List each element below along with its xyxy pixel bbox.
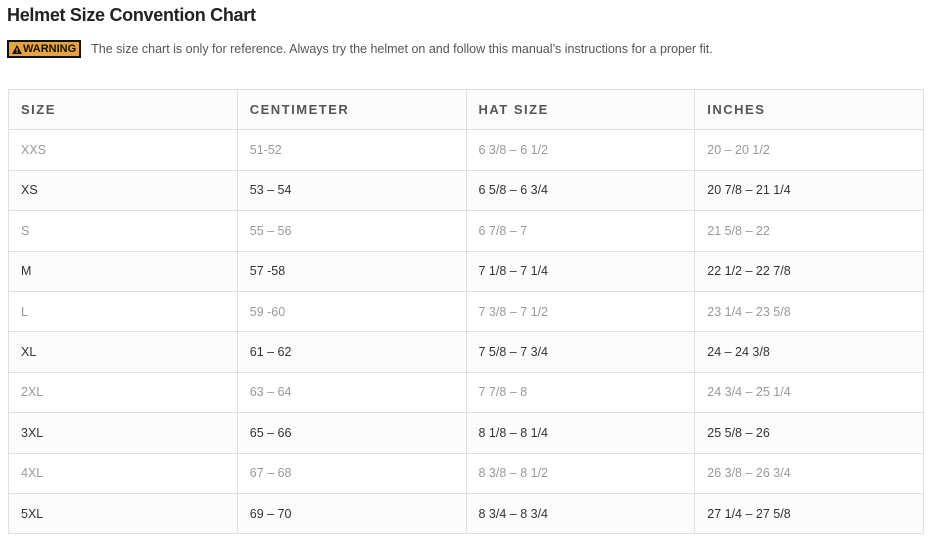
table-cell: S bbox=[8, 210, 238, 252]
table-cell: 26 3/8 – 26 3/4 bbox=[694, 452, 924, 494]
table-header-row: SIZE CENTIMETER HAT SIZE INCHES bbox=[8, 88, 924, 131]
table-cell: 7 1/8 – 7 1/4 bbox=[465, 250, 696, 292]
table-row: XXS 51-52 6 3/8 – 6 1/2 20 – 20 1/2 bbox=[8, 129, 924, 171]
table-cell: 4XL bbox=[8, 452, 238, 494]
table-cell: 63 – 64 bbox=[236, 371, 467, 414]
table-cell: 6 5/8 – 6 3/4 bbox=[465, 169, 696, 212]
table-row: XS 53 – 54 6 5/8 – 6 3/4 20 7/8 – 21 1/4 bbox=[8, 169, 924, 212]
size-table: SIZE CENTIMETER HAT SIZE INCHES XXS 51-52 6 3… bbox=[8, 88, 924, 535]
table-cell: 65 – 66 bbox=[236, 412, 467, 454]
table-cell: 53 – 54 bbox=[236, 169, 467, 212]
table-cell: XXS bbox=[8, 129, 238, 171]
table-cell: 21 5/8 – 22 bbox=[694, 210, 924, 252]
table-cell: 8 3/4 – 8 3/4 bbox=[465, 492, 696, 535]
table-row: L 59 -60 7 3/8 – 7 1/2 23 1/4 – 23 5/8 bbox=[8, 290, 924, 333]
table-cell: 27 1/4 – 27 5/8 bbox=[694, 492, 924, 535]
table-cell: 2XL bbox=[8, 371, 238, 414]
warning-notice: WARNING The size chart is only for refer… bbox=[7, 40, 713, 58]
page-title: Helmet Size Convention Chart bbox=[7, 5, 256, 25]
table-cell: L bbox=[8, 290, 238, 333]
table-cell: 51-52 bbox=[236, 129, 467, 171]
warning-text: The size chart is only for reference. Al… bbox=[91, 42, 713, 56]
table-cell: 7 7/8 – 8 bbox=[465, 371, 696, 414]
table-cell: 24 – 24 3/8 bbox=[694, 331, 924, 373]
table-cell: 3XL bbox=[8, 412, 238, 454]
table-cell: 23 1/4 – 23 5/8 bbox=[694, 290, 924, 333]
table-row: 5XL 69 – 70 8 3/4 – 8 3/4 27 1/4 – 27 5/8 bbox=[8, 492, 924, 535]
warning-triangle-icon bbox=[12, 44, 22, 54]
table-row: 4XL 67 – 68 8 3/8 – 8 1/2 26 3/8 – 26 3/4 bbox=[8, 452, 924, 494]
table-row: S 55 – 56 6 7/8 – 7 21 5/8 – 22 bbox=[8, 210, 924, 252]
column-header: SIZE bbox=[8, 88, 238, 131]
column-header: CENTIMETER bbox=[236, 88, 467, 131]
warning-badge: WARNING bbox=[7, 40, 82, 58]
table-cell: 59 -60 bbox=[236, 290, 467, 333]
table-cell: 61 – 62 bbox=[236, 331, 467, 373]
column-header: HAT SIZE bbox=[465, 88, 696, 131]
table-row: 3XL 65 – 66 8 1/8 – 8 1/4 25 5/8 – 26 bbox=[8, 412, 924, 454]
table-cell: 22 1/2 – 22 7/8 bbox=[694, 250, 924, 292]
table-cell: 25 5/8 – 26 bbox=[694, 412, 924, 454]
table-cell: 57 -58 bbox=[236, 250, 467, 292]
table-cell: 7 3/8 – 7 1/2 bbox=[465, 290, 696, 333]
table-cell: 7 5/8 – 7 3/4 bbox=[465, 331, 696, 373]
table-row: XL 61 – 62 7 5/8 – 7 3/4 24 – 24 3/8 bbox=[8, 331, 924, 373]
column-header: INCHES bbox=[694, 88, 924, 131]
table-cell: 8 3/8 – 8 1/2 bbox=[465, 452, 696, 494]
table-cell: 6 3/8 – 6 1/2 bbox=[465, 129, 696, 171]
table-cell: 69 – 70 bbox=[236, 492, 467, 535]
table-cell: 20 7/8 – 21 1/4 bbox=[694, 169, 924, 212]
table-cell: 20 – 20 1/2 bbox=[694, 129, 924, 171]
table-cell: 6 7/8 – 7 bbox=[465, 210, 696, 252]
table-cell: 8 1/8 – 8 1/4 bbox=[465, 412, 696, 454]
table-cell: 24 3/4 – 25 1/4 bbox=[694, 371, 924, 414]
table-row: 2XL 63 – 64 7 7/8 – 8 24 3/4 – 25 1/4 bbox=[8, 371, 924, 414]
table-cell: 67 – 68 bbox=[236, 452, 467, 494]
table-cell: 55 – 56 bbox=[236, 210, 467, 252]
table-cell: M bbox=[8, 250, 238, 292]
table-cell: XS bbox=[8, 169, 238, 212]
table-row: M 57 -58 7 1/8 – 7 1/4 22 1/2 – 22 7/8 bbox=[8, 250, 924, 292]
table-cell: XL bbox=[8, 331, 238, 373]
warning-badge-label: WARNING bbox=[23, 43, 77, 55]
table-cell: 5XL bbox=[8, 492, 238, 535]
